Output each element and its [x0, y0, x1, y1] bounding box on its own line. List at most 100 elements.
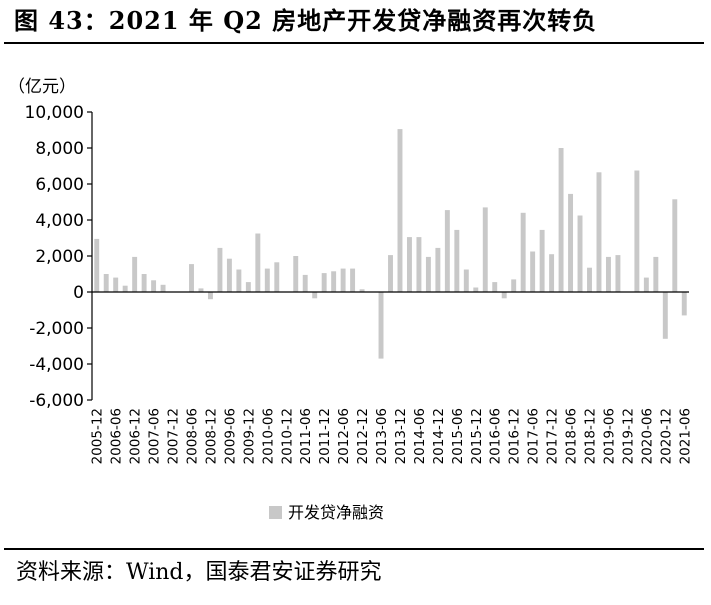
y-tick-label: 10,000	[25, 103, 84, 123]
x-tick-label: 2015-06	[450, 408, 466, 464]
x-tick-label: 2013-12	[393, 408, 409, 464]
bar	[302, 274, 308, 292]
bar	[549, 254, 555, 292]
bar	[653, 256, 659, 292]
bar	[558, 148, 564, 292]
bar	[672, 199, 678, 292]
y-unit-label: （亿元）	[8, 77, 76, 97]
figure-title: 图 43：2021 年 Q2 房地产开发贷净融资再次转负	[14, 6, 598, 35]
y-axis: 10,000 8,000 6,000 4,000 2,000 0 -2,000 -4,000 -…	[25, 103, 93, 411]
bar	[160, 284, 166, 292]
bar	[274, 262, 280, 292]
x-axis: 2005-12 2006-06 2006-12 2007-06 2007-12 2008-…	[90, 291, 693, 464]
x-tick-label: 2012-06	[336, 408, 352, 464]
x-tick-label: 2008-12	[203, 408, 219, 464]
bar	[482, 207, 488, 292]
bar	[388, 255, 393, 292]
bar	[378, 292, 384, 359]
bar	[321, 273, 327, 292]
x-tick-label: 2015-12	[469, 408, 485, 464]
x-tick-label: 2017-06	[526, 408, 542, 464]
bar	[454, 229, 460, 292]
bar	[501, 292, 507, 299]
x-tick-label: 2010-06	[260, 408, 276, 464]
bar	[615, 255, 621, 292]
x-tick-label: 2014-06	[412, 408, 428, 464]
bar	[463, 269, 469, 292]
bar	[350, 268, 356, 292]
x-tick-label: 2013-06	[374, 408, 390, 464]
x-tick-label: 2020-06	[639, 408, 655, 464]
y-tick-label: 8,000	[35, 139, 84, 159]
bar	[406, 237, 412, 292]
bar	[520, 212, 526, 292]
y-tick-label: 0	[73, 283, 84, 303]
x-tick-label: 2007-06	[147, 408, 163, 464]
bar	[189, 264, 194, 292]
legend-swatch	[269, 506, 282, 519]
bar	[577, 215, 583, 292]
legend: 开发贷净融资	[269, 503, 384, 522]
bar	[151, 280, 157, 292]
bar	[141, 274, 147, 292]
x-tick-label: 2019-06	[601, 408, 617, 464]
bar	[312, 292, 318, 299]
x-tick-label: 2014-12	[431, 408, 447, 464]
x-tick-label: 2018-12	[583, 408, 599, 464]
x-tick-label: 2019-12	[620, 408, 636, 464]
x-tick-label: 2008-06	[185, 408, 201, 464]
x-tick-label: 2016-06	[488, 408, 504, 464]
x-tick-label: 2018-06	[564, 408, 580, 464]
x-tick-label: 2006-06	[109, 408, 125, 464]
bar	[340, 268, 346, 292]
x-tick-label: 2020-12	[658, 408, 674, 464]
bar	[264, 268, 270, 292]
bar	[293, 256, 299, 292]
y-tick-label: -6,000	[29, 391, 84, 411]
y-tick-label: 2,000	[35, 247, 84, 267]
y-tick-label: -2,000	[29, 319, 84, 339]
bar	[596, 172, 602, 292]
x-tick-label: 2017-12	[545, 408, 561, 464]
bar	[359, 289, 365, 292]
bar	[425, 256, 431, 292]
bar-chart: （亿元） 10,000 8,000 6,000 4,000 2,000 0 -2,000 -4…	[8, 77, 693, 522]
x-tick-label: 2011-12	[317, 408, 333, 464]
bar	[492, 282, 498, 292]
x-tick-label: 2009-06	[222, 408, 238, 464]
legend-label: 开发贷净融资	[288, 503, 384, 522]
source-rule	[4, 548, 704, 550]
bar	[198, 288, 204, 292]
bar	[587, 267, 592, 292]
bar	[255, 233, 261, 292]
bar	[511, 279, 517, 292]
bar	[103, 274, 109, 292]
bar	[568, 193, 574, 292]
title-rule	[4, 42, 704, 44]
bar	[236, 269, 242, 292]
bar	[435, 247, 441, 292]
bar	[226, 258, 232, 292]
bar	[397, 129, 403, 292]
bar	[681, 292, 687, 316]
bar-series	[94, 129, 687, 359]
x-tick-label: 2005-12	[90, 408, 106, 464]
bar	[207, 292, 213, 300]
bar	[473, 287, 479, 292]
bar	[530, 251, 536, 292]
x-tick-label: 2006-12	[128, 408, 144, 464]
x-tick-label: 2011-06	[298, 408, 314, 464]
y-tick-label: 6,000	[35, 175, 84, 195]
bar	[122, 285, 128, 292]
bar	[539, 229, 545, 292]
y-tick-label: -4,000	[29, 355, 84, 375]
bar	[643, 277, 649, 292]
x-tick-label: 2016-12	[507, 408, 523, 464]
bar	[331, 271, 337, 292]
x-tick-label: 2009-12	[241, 408, 257, 464]
x-tick-label: 2010-12	[279, 408, 295, 464]
bar	[217, 247, 223, 292]
x-tick-label: 2007-12	[166, 408, 182, 464]
bar	[94, 238, 100, 292]
bar	[113, 277, 119, 292]
